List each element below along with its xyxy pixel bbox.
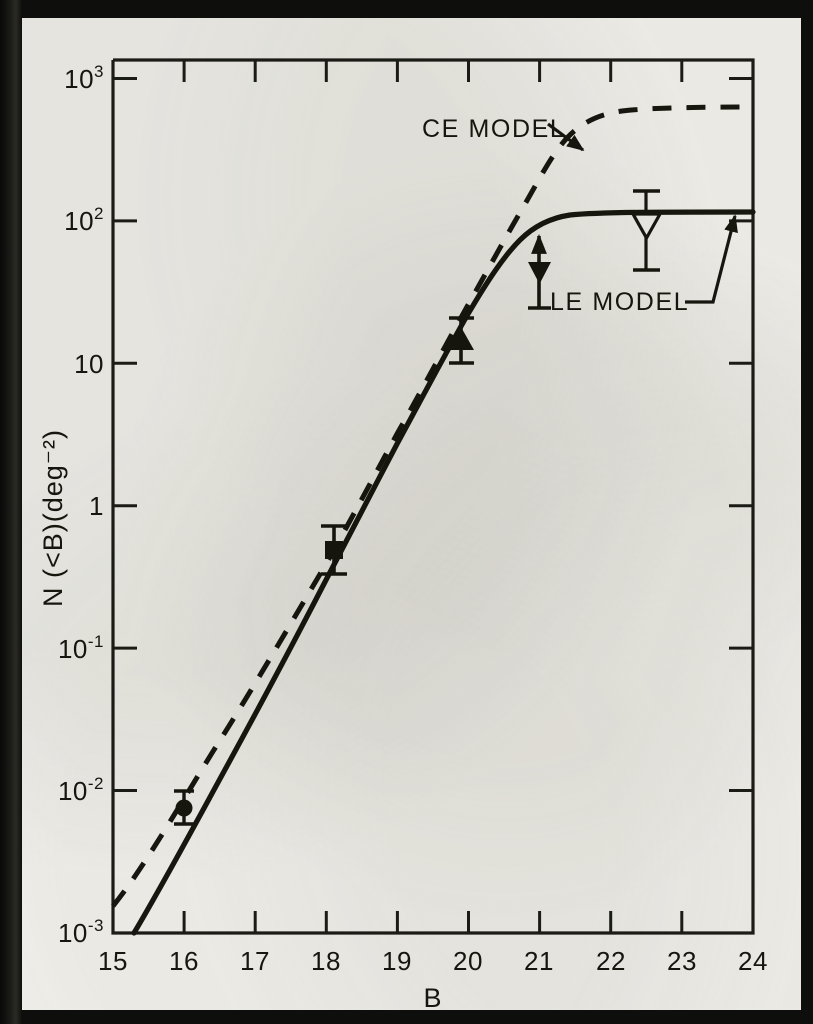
x-tick-label-22: 22 <box>596 946 626 976</box>
x-tick-labels: 15 16 17 18 19 20 21 22 23 24 <box>98 946 768 976</box>
x-tick-label-20: 20 <box>453 946 483 976</box>
number-counts-plot: 103 102 10 1 10-1 10-2 10-3 15 <box>38 58 768 1010</box>
series-ce-model <box>111 104 754 908</box>
y-axis-title: N (<B)(deg⁻²) <box>38 429 68 607</box>
y-axis-ticks <box>113 77 753 792</box>
x-axis-title: B <box>423 983 442 1010</box>
y-tick-label-1: 1 <box>89 491 104 521</box>
x-axis-ticks <box>182 60 684 933</box>
y-tick-label-1e-2: 10-2 <box>58 774 104 806</box>
x-tick-label-19: 19 <box>382 946 412 976</box>
annotation-le-model: LE MODEL <box>550 214 738 316</box>
y-tick-label-1e2: 102 <box>64 204 104 236</box>
x-tick-label-21: 21 <box>524 946 554 976</box>
x-tick-label-23: 23 <box>667 946 697 976</box>
series-le-model <box>131 209 756 936</box>
y-tick-label-1e3: 103 <box>64 62 104 94</box>
data-point-open-triangle <box>630 189 663 272</box>
data-point-circle <box>174 789 194 826</box>
ce-model-leader-arrow <box>547 122 585 152</box>
data-point-upper-limit <box>528 234 551 310</box>
x-tick-label-24: 24 <box>738 946 768 976</box>
x-tick-label-17: 17 <box>240 946 270 976</box>
y-tick-label-1e-1: 10-1 <box>58 632 104 664</box>
y-tick-label-1e-3: 10-3 <box>58 916 104 948</box>
le-model-label: LE MODEL <box>550 288 689 316</box>
annotation-ce-model: CE MODEL <box>422 115 585 152</box>
data-point-square <box>321 524 347 576</box>
x-tick-label-18: 18 <box>311 946 341 976</box>
figure-paper: 103 102 10 1 10-1 10-2 10-3 15 <box>22 18 801 1010</box>
y-tick-label-10: 10 <box>74 349 104 379</box>
le-model-leader-arrow <box>685 214 738 304</box>
y-tick-labels: 103 102 10 1 10-1 10-2 10-3 <box>58 62 104 948</box>
ce-model-label: CE MODEL <box>422 115 565 143</box>
data-point-triangle-up <box>448 316 474 365</box>
x-tick-label-16: 16 <box>169 946 199 976</box>
x-tick-label-15: 15 <box>98 946 128 976</box>
